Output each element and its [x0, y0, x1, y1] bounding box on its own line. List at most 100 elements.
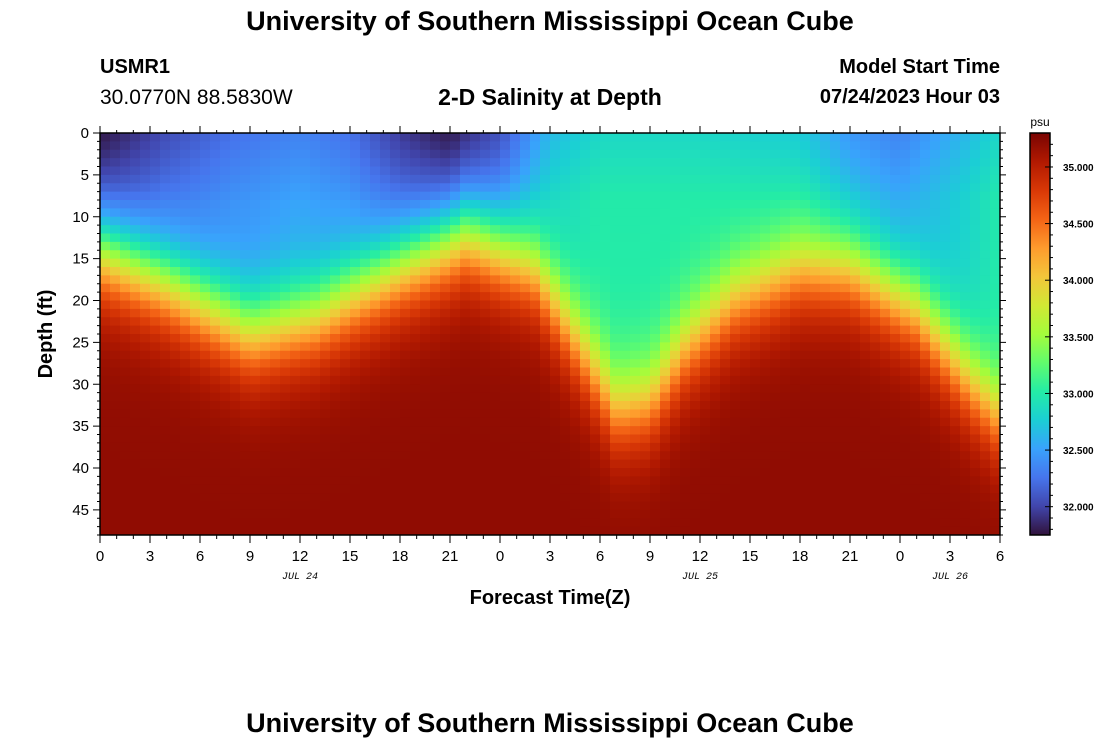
heatmap-cell — [320, 401, 331, 410]
heatmap-cell — [230, 191, 241, 201]
heatmap-cell — [870, 233, 881, 243]
heatmap-cell — [480, 325, 491, 335]
heatmap-cell — [880, 484, 891, 494]
heatmap-cell — [220, 384, 231, 394]
heatmap-cell — [680, 141, 691, 151]
heatmap-cell — [860, 375, 871, 385]
heatmap-cell — [340, 275, 351, 285]
heatmap-cell — [350, 417, 361, 427]
heatmap-cell — [360, 191, 371, 201]
heatmap-cell — [920, 250, 931, 260]
heatmap-cell — [920, 267, 931, 276]
heatmap-cell — [970, 493, 981, 503]
heatmap-cell — [440, 300, 451, 310]
heatmap-cell — [420, 350, 431, 360]
heatmap-cell — [250, 375, 261, 385]
heatmap-cell — [430, 484, 441, 494]
heatmap-cell — [920, 375, 931, 385]
heatmap-cell — [320, 300, 331, 310]
heatmap-cell — [960, 451, 971, 461]
heatmap-cell — [810, 241, 821, 251]
heatmap-cell — [300, 267, 311, 276]
heatmap-cell — [270, 384, 281, 394]
heatmap-cell — [670, 392, 681, 402]
heatmap-cell — [740, 409, 751, 419]
heatmap-cell — [140, 216, 151, 226]
heatmap-cell — [290, 426, 301, 436]
heatmap-cell — [820, 325, 831, 335]
heatmap-cell — [510, 283, 521, 293]
heatmap-cell — [460, 509, 471, 519]
heatmap-cell — [910, 501, 921, 511]
heatmap-cell — [530, 476, 541, 486]
heatmap-cell — [190, 493, 201, 503]
heatmap-cell — [800, 334, 811, 343]
heatmap-cell — [290, 200, 301, 209]
heatmap-cell — [760, 501, 771, 511]
heatmap-cell — [190, 468, 201, 477]
heatmap-cell — [680, 216, 691, 226]
heatmap-cell — [840, 216, 851, 226]
heatmap-cell — [380, 141, 391, 151]
heatmap-cell — [820, 392, 831, 402]
heatmap-cell — [750, 526, 761, 535]
heatmap-cell — [460, 451, 471, 461]
heatmap-cell — [930, 191, 941, 201]
heatmap-cell — [440, 359, 451, 369]
page-title: University of Southern Mississippi Ocean… — [246, 6, 854, 36]
heatmap-cell — [920, 484, 931, 494]
heatmap-cell — [640, 149, 651, 159]
heatmap-cell — [370, 308, 381, 318]
heatmap-cell — [480, 342, 491, 352]
heatmap-cell — [880, 476, 891, 486]
heatmap-cell — [300, 409, 311, 419]
heatmap-cell — [610, 241, 621, 251]
heatmap-cell — [370, 133, 381, 142]
heatmap-cell — [740, 518, 751, 528]
heatmap-cell — [310, 451, 321, 461]
heatmap-cell — [790, 283, 801, 293]
heatmap-cell — [320, 200, 331, 209]
heatmap-cell — [380, 392, 391, 402]
heatmap-cell — [690, 484, 701, 494]
heatmap-cell — [160, 459, 171, 469]
heatmap-cell — [350, 468, 361, 477]
heatmap-cell — [660, 451, 671, 461]
heatmap-cell — [450, 375, 461, 385]
heatmap-cell — [620, 225, 631, 235]
heatmap-cell — [210, 350, 221, 360]
heatmap-cell — [490, 367, 501, 377]
model-start-label: Model Start Time — [839, 56, 1000, 78]
heatmap-cell — [430, 409, 441, 419]
heatmap-cell — [680, 359, 691, 369]
heatmap-cell — [180, 133, 191, 142]
heatmap-cell — [260, 426, 271, 436]
heatmap-cell — [300, 509, 311, 519]
heatmap-cell — [340, 451, 351, 461]
heatmap-cell — [290, 367, 301, 377]
heatmap-cell — [500, 375, 511, 385]
heatmap-cell — [930, 442, 941, 452]
heatmap-cell — [900, 300, 911, 310]
heatmap-cell — [170, 191, 181, 201]
heatmap-cell — [850, 375, 861, 385]
heatmap-cell — [450, 141, 461, 151]
heatmap-cell — [780, 292, 791, 302]
heatmap-cell — [910, 216, 921, 226]
heatmap-cell — [870, 200, 881, 209]
heatmap-cell — [820, 459, 831, 469]
heatmap-cell — [340, 359, 351, 369]
heatmap-cell — [550, 509, 561, 519]
heatmap-cell — [310, 158, 321, 168]
heatmap-cell — [740, 267, 751, 276]
heatmap-cell — [560, 417, 571, 427]
heatmap-cell — [590, 442, 601, 452]
heatmap-cell — [330, 459, 341, 469]
heatmap-cell — [500, 133, 511, 142]
heatmap-cell — [960, 283, 971, 293]
heatmap-cell — [880, 451, 891, 461]
heatmap-cell — [190, 501, 201, 511]
heatmap-cell — [860, 208, 871, 218]
heatmap-cell — [480, 275, 491, 285]
heatmap-cell — [840, 292, 851, 302]
